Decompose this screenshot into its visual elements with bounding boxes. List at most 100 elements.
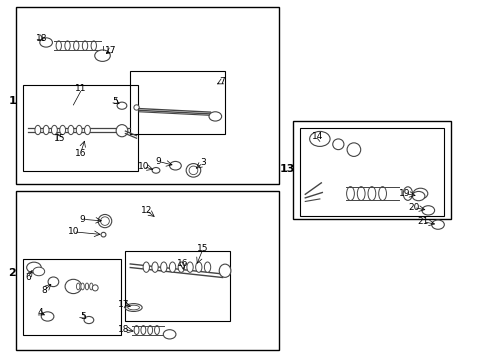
Text: 21: 21 [417, 217, 428, 226]
Circle shape [421, 206, 434, 215]
Circle shape [208, 112, 221, 121]
Ellipse shape [346, 143, 360, 157]
Text: 5: 5 [80, 312, 86, 321]
Ellipse shape [357, 186, 365, 201]
Circle shape [40, 38, 52, 47]
Ellipse shape [134, 325, 139, 334]
Text: 12: 12 [141, 206, 152, 215]
Bar [125, 251, 229, 321]
Ellipse shape [91, 41, 96, 50]
Ellipse shape [169, 262, 175, 273]
Ellipse shape [89, 283, 93, 290]
Text: 14: 14 [311, 132, 323, 141]
Text: 19: 19 [398, 189, 410, 198]
Ellipse shape [76, 125, 82, 135]
Text: 17: 17 [118, 300, 129, 309]
Bar [23, 85, 137, 171]
Ellipse shape [186, 163, 201, 177]
Ellipse shape [76, 283, 80, 290]
Ellipse shape [101, 232, 106, 237]
Text: 10: 10 [67, 227, 79, 236]
Ellipse shape [81, 283, 84, 290]
Text: 17: 17 [105, 46, 116, 55]
Text: 16: 16 [75, 149, 86, 158]
Text: 6: 6 [25, 273, 31, 282]
Ellipse shape [84, 125, 90, 135]
Ellipse shape [189, 166, 198, 175]
Text: 10: 10 [137, 162, 149, 171]
Ellipse shape [346, 186, 354, 201]
Circle shape [117, 102, 126, 109]
Text: 5: 5 [113, 97, 118, 106]
Bar [292, 121, 450, 219]
Ellipse shape [116, 125, 127, 137]
Text: 4: 4 [38, 309, 43, 318]
Text: 2: 2 [8, 268, 16, 278]
Circle shape [33, 267, 44, 276]
Text: 15: 15 [54, 134, 65, 143]
Ellipse shape [35, 125, 41, 135]
Ellipse shape [85, 283, 88, 290]
Ellipse shape [403, 187, 412, 201]
Ellipse shape [125, 303, 142, 311]
Ellipse shape [60, 125, 65, 135]
Text: 11: 11 [75, 84, 86, 93]
Ellipse shape [48, 277, 59, 287]
Bar [130, 71, 224, 134]
Ellipse shape [378, 186, 386, 201]
Text: 3: 3 [200, 158, 205, 167]
Circle shape [412, 188, 427, 199]
Ellipse shape [143, 262, 149, 273]
Ellipse shape [178, 262, 184, 273]
Text: 7: 7 [218, 77, 224, 86]
Ellipse shape [98, 215, 112, 228]
Ellipse shape [141, 325, 145, 334]
Ellipse shape [56, 41, 61, 50]
Bar [23, 258, 120, 336]
Circle shape [152, 167, 160, 173]
Ellipse shape [154, 325, 159, 334]
Circle shape [309, 131, 329, 147]
Text: 16: 16 [177, 260, 188, 269]
Ellipse shape [68, 125, 74, 135]
Circle shape [84, 316, 94, 324]
Ellipse shape [51, 125, 57, 135]
Ellipse shape [134, 105, 139, 110]
Circle shape [41, 312, 54, 321]
Circle shape [169, 161, 181, 170]
Circle shape [163, 330, 176, 339]
Text: 8: 8 [41, 286, 47, 295]
Ellipse shape [147, 325, 152, 334]
Circle shape [95, 50, 110, 62]
Ellipse shape [43, 125, 49, 135]
Ellipse shape [65, 279, 81, 294]
Text: 15: 15 [197, 244, 208, 253]
Ellipse shape [92, 285, 98, 291]
Ellipse shape [127, 305, 139, 310]
Circle shape [27, 262, 41, 273]
Text: 20: 20 [407, 203, 419, 212]
Ellipse shape [195, 262, 202, 273]
Bar [16, 191, 278, 350]
Ellipse shape [332, 139, 343, 150]
Bar [16, 7, 278, 184]
Ellipse shape [73, 41, 79, 50]
Text: 13: 13 [279, 164, 294, 174]
Ellipse shape [219, 264, 230, 277]
Ellipse shape [367, 186, 375, 201]
Bar [300, 128, 443, 216]
Circle shape [431, 220, 444, 229]
Ellipse shape [101, 217, 109, 225]
Ellipse shape [204, 262, 210, 273]
Text: 9: 9 [80, 215, 85, 224]
Ellipse shape [65, 41, 70, 50]
Circle shape [411, 192, 424, 201]
Text: 18: 18 [36, 35, 47, 44]
Text: 1: 1 [8, 96, 16, 107]
Text: 9: 9 [155, 157, 161, 166]
Ellipse shape [82, 41, 87, 50]
Ellipse shape [160, 262, 166, 273]
Ellipse shape [186, 262, 193, 273]
Text: 18: 18 [118, 325, 129, 334]
Ellipse shape [152, 262, 158, 273]
